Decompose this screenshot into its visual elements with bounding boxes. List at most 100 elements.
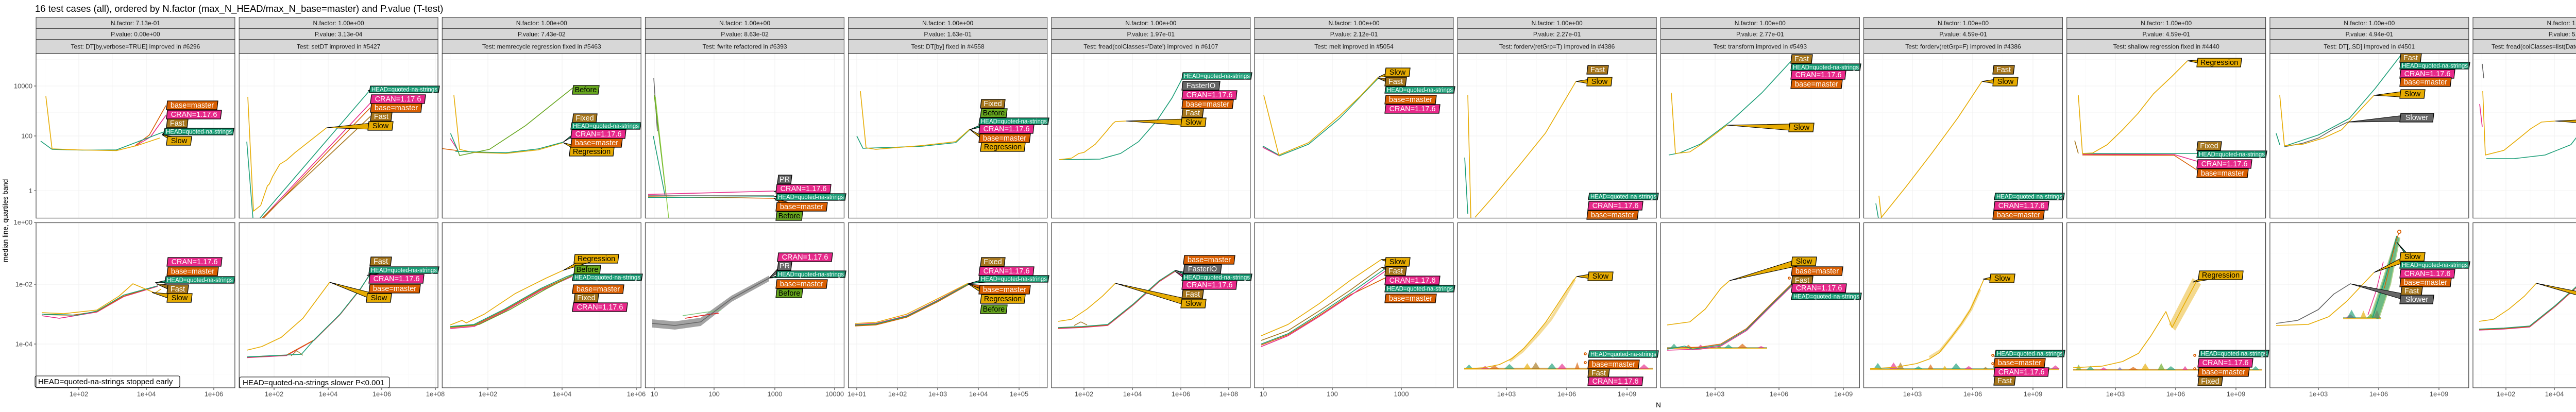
- svg-text:1: 1: [29, 187, 32, 195]
- svg-text:base=master: base=master: [575, 139, 618, 147]
- svg-text:1e+04: 1e+04: [969, 390, 988, 398]
- svg-text:Regression: Regression: [2202, 271, 2240, 280]
- svg-text:Fast: Fast: [2404, 287, 2419, 296]
- svg-text:Slow: Slow: [171, 137, 188, 145]
- svg-text:CRAN=1.17.6: CRAN=1.17.6: [1998, 202, 2045, 210]
- svg-text:1e+08: 1e+08: [1219, 390, 1239, 398]
- svg-text:1e+03: 1e+03: [1706, 390, 1725, 398]
- svg-text:Test: fread(colClasses=list(Da: Test: fread(colClasses=list(Date='date')…: [2492, 43, 2576, 50]
- svg-text:100: 100: [21, 132, 32, 140]
- svg-text:Slow: Slow: [1793, 124, 1810, 132]
- svg-text:Slow: Slow: [172, 294, 188, 302]
- svg-text:Fast: Fast: [2403, 54, 2418, 62]
- svg-text:base=master: base=master: [1795, 267, 1839, 276]
- svg-text:HEAD=quoted-na-strings: HEAD=quoted-na-strings: [1793, 294, 1859, 300]
- svg-text:HEAD=quoted-na-strings: HEAD=quoted-na-strings: [1590, 194, 1656, 200]
- svg-text:Fast: Fast: [1996, 66, 2011, 74]
- svg-text:P.value: 1.97e-01: P.value: 1.97e-01: [1127, 30, 1175, 38]
- svg-text:Slow: Slow: [1185, 300, 1202, 308]
- svg-text:P.value: 7.43e-02: P.value: 7.43e-02: [518, 30, 566, 38]
- svg-text:Test: memrecycle regression fi: Test: memrecycle regression fixed in #54…: [482, 43, 601, 50]
- svg-text:1e-02: 1e-02: [15, 281, 32, 288]
- svg-text:CRAN=1.17.6: CRAN=1.17.6: [782, 253, 828, 262]
- svg-text:1e+03: 1e+03: [2309, 390, 2328, 398]
- svg-text:HEAD=quoted-na-strings: HEAD=quoted-na-strings: [981, 277, 1047, 283]
- svg-text:CRAN=1.17.6: CRAN=1.17.6: [374, 275, 420, 283]
- svg-text:CRAN=1.17.6: CRAN=1.17.6: [171, 111, 217, 119]
- svg-text:N.factor: 1.00e+00: N.factor: 1.00e+00: [719, 20, 770, 27]
- svg-text:base=master: base=master: [2404, 78, 2447, 87]
- svg-text:1e+06: 1e+06: [205, 390, 224, 398]
- svg-text:Fast: Fast: [1388, 267, 1403, 276]
- svg-text:base=master: base=master: [780, 203, 823, 211]
- svg-text:Slow: Slow: [372, 122, 389, 130]
- svg-text:CRAN=1.17.6: CRAN=1.17.6: [1592, 377, 1639, 386]
- svg-text:1e+09: 1e+09: [1834, 390, 1853, 398]
- svg-text:Fast: Fast: [374, 258, 388, 266]
- svg-text:CRAN=1.17.6: CRAN=1.17.6: [172, 258, 218, 266]
- svg-text:base=master: base=master: [1188, 256, 1231, 264]
- svg-text:1e+04: 1e+04: [1123, 390, 1142, 398]
- svg-text:1e+03: 1e+03: [2106, 390, 2125, 398]
- svg-text:base=master: base=master: [577, 285, 620, 294]
- svg-text:HEAD=quoted-na-strings: HEAD=quoted-na-strings: [573, 124, 639, 130]
- svg-text:HEAD=quoted-na-strings: HEAD=quoted-na-strings: [2201, 351, 2267, 357]
- svg-text:Slow: Slow: [1591, 78, 1608, 86]
- svg-text:base=master: base=master: [1592, 360, 1635, 369]
- svg-text:Test: fwrite refactored in #63: Test: fwrite refactored in #6393: [702, 43, 787, 50]
- svg-text:P.value: 2.12e-01: P.value: 2.12e-01: [1330, 30, 1378, 38]
- svg-text:10: 10: [651, 390, 658, 398]
- svg-text:HEAD=quoted-na-strings: HEAD=quoted-na-strings: [167, 278, 233, 284]
- svg-text:HEAD=quoted-na-strings: HEAD=quoted-na-strings: [1997, 351, 2063, 357]
- svg-text:Fast: Fast: [170, 119, 184, 128]
- svg-text:Fast: Fast: [1185, 109, 1200, 117]
- svg-text:Fixed: Fixed: [984, 100, 1002, 108]
- svg-text:1e+08: 1e+08: [426, 390, 445, 398]
- svg-text:Fast: Fast: [1795, 277, 1809, 285]
- svg-text:1e+02: 1e+02: [888, 390, 907, 398]
- svg-text:Test: DT[by] fixed in #4558: Test: DT[by] fixed in #4558: [911, 43, 985, 50]
- svg-text:1e+02: 1e+02: [2497, 390, 2516, 398]
- svg-text:CRAN=1.17.6: CRAN=1.17.6: [577, 303, 623, 312]
- svg-text:base=master: base=master: [1389, 96, 1432, 104]
- svg-text:Regression: Regression: [578, 255, 615, 263]
- svg-text:FasterIO: FasterIO: [1188, 265, 1217, 273]
- svg-text:base=master: base=master: [171, 101, 214, 110]
- svg-text:CRAN=1.17.6: CRAN=1.17.6: [1795, 71, 1842, 79]
- svg-text:HEAD=quoted-na-strings: HEAD=quoted-na-strings: [574, 275, 640, 281]
- svg-text:Before: Before: [778, 289, 801, 298]
- svg-text:base=master: base=master: [983, 286, 1026, 294]
- svg-text:N.factor: 7.13e-01: N.factor: 7.13e-01: [111, 20, 160, 27]
- svg-text:Fast: Fast: [1185, 290, 1200, 299]
- svg-text:Fixed: Fixed: [577, 294, 595, 302]
- svg-text:1000: 1000: [1394, 390, 1409, 398]
- svg-text:Fast: Fast: [1388, 78, 1403, 86]
- svg-text:base=master: base=master: [1389, 295, 1432, 303]
- svg-text:10: 10: [1260, 390, 1267, 398]
- svg-text:CRAN=1.17.6: CRAN=1.17.6: [375, 95, 421, 104]
- svg-text:1e+09: 1e+09: [2227, 390, 2246, 398]
- svg-text:Regression: Regression: [984, 143, 1022, 151]
- svg-text:HEAD=quoted-na-strings: HEAD=quoted-na-strings: [778, 195, 844, 201]
- svg-text:HEAD=quoted-na-strings: HEAD=quoted-na-strings: [1590, 352, 1656, 358]
- svg-text:base=master: base=master: [375, 104, 418, 112]
- svg-text:base=master: base=master: [1997, 211, 2040, 219]
- svg-text:Slow: Slow: [1389, 258, 1406, 266]
- svg-text:CRAN=1.17.6: CRAN=1.17.6: [1592, 202, 1639, 210]
- svg-text:P.value: 4.59e-01: P.value: 4.59e-01: [1939, 30, 1987, 38]
- svg-text:P.value: 2.77e-01: P.value: 2.77e-01: [1736, 30, 1784, 38]
- svg-text:P.value: 0.00e+00: P.value: 0.00e+00: [111, 30, 160, 38]
- svg-text:1e+06: 1e+06: [1172, 390, 1191, 398]
- svg-text:1e+04: 1e+04: [553, 390, 572, 398]
- svg-text:CRAN=1.17.6: CRAN=1.17.6: [2202, 359, 2249, 367]
- svg-text:100: 100: [1327, 390, 1338, 398]
- svg-text:P.value: 4.59e-01: P.value: 4.59e-01: [2142, 30, 2190, 38]
- svg-text:CRAN=1.17.6: CRAN=1.17.6: [1389, 277, 1436, 285]
- svg-text:P.value: 3.13e-04: P.value: 3.13e-04: [315, 30, 363, 38]
- svg-text:Regression: Regression: [573, 148, 611, 156]
- svg-text:CRAN=1.17.6: CRAN=1.17.6: [2201, 160, 2248, 168]
- svg-text:Test: melt improved in #5054: Test: melt improved in #5054: [1314, 43, 1394, 50]
- svg-text:base=master: base=master: [1186, 100, 1229, 109]
- svg-text:HEAD=quoted-na-strings: HEAD=quoted-na-strings: [371, 268, 437, 274]
- svg-text:1e+02: 1e+02: [1075, 390, 1094, 398]
